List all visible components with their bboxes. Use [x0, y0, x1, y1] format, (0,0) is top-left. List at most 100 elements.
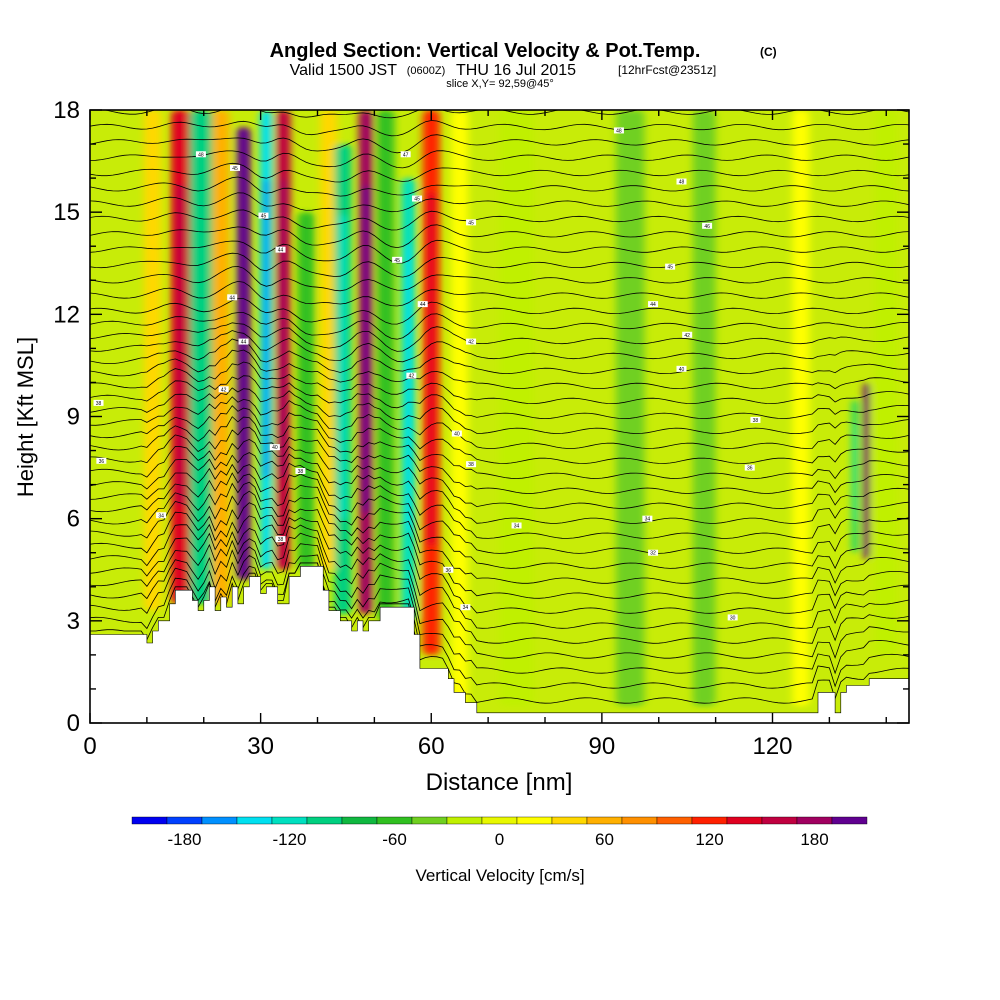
y-tick-label-3: 3: [67, 608, 80, 635]
isentrope-line-22: [90, 338, 909, 375]
theta-label-bg-10: [156, 512, 167, 519]
theta-label-bg-29: [682, 331, 693, 338]
isentrope-line-26: [90, 298, 909, 325]
isentrope-line-23: [90, 330, 909, 363]
velocity-core-20: [865, 409, 868, 525]
theta-label-17: 44: [420, 302, 426, 308]
theta-label-bg-21: [466, 461, 477, 468]
colorbar-swatch-13: [586, 816, 623, 825]
theta-label-bg-6: [218, 386, 229, 393]
subtitle-utc: (0600Z): [407, 65, 446, 77]
theta-label-bg-26: [702, 222, 713, 229]
theta-label-13: 47: [403, 152, 409, 158]
isentrope-line-29: [90, 252, 909, 278]
theta-label-32: 36: [747, 466, 753, 472]
velocity-core-19: [853, 422, 857, 523]
theta-label-bg-17: [417, 301, 428, 308]
isentrope-line-10: [90, 472, 909, 554]
theta-label-4: 44: [229, 295, 235, 301]
theta-label-15: 45: [468, 220, 474, 226]
theta-label-29: 42: [684, 333, 690, 339]
isentrope-line-6: [90, 515, 909, 614]
theta-label-36: 30: [730, 615, 736, 621]
theta-label-bg-27: [665, 263, 676, 270]
velocity-band-3: [212, 110, 230, 604]
colorbar-swatch-14: [621, 816, 658, 825]
colorbar-swatch-11: [516, 816, 553, 825]
theta-label-bg-32: [744, 464, 755, 471]
subtitle-date: THU 16 Jul 2015: [456, 62, 576, 79]
y-tick-label-6: 6: [67, 506, 80, 533]
colorbar-swatch-8: [411, 816, 448, 825]
theta-label-bg-11: [93, 399, 104, 406]
colorbar-tick-0: 0: [495, 830, 504, 849]
theta-label-bg-2: [258, 212, 269, 219]
isentrope-line-12: [90, 452, 909, 524]
velocity-core-1: [176, 184, 186, 506]
velocity-core-5: [263, 178, 270, 478]
isentrope-line-16: [90, 405, 909, 464]
isentrope-line-33: [90, 192, 909, 213]
theta-label-11: 38: [96, 401, 102, 407]
theta-label-22: 36: [446, 568, 452, 574]
theta-label-7: 40: [272, 445, 278, 451]
velocity-core-12: [405, 244, 412, 533]
theta-label-bg-23: [460, 604, 471, 611]
theta-label-bg-1: [230, 164, 241, 171]
isentrope-line-24: [90, 322, 909, 352]
y-tick-label-12: 12: [53, 301, 80, 328]
velocity-core-13: [427, 191, 436, 546]
theta-label-20: 40: [454, 432, 460, 438]
colorbar-swatch-12: [551, 816, 588, 825]
y-tick-label-15: 15: [53, 199, 80, 226]
isentrope-line-30: [90, 239, 909, 264]
subtitle-slice: slice X,Y= 92,59@45°: [446, 78, 554, 90]
isentrope-line-19: [90, 375, 909, 420]
velocity-band-16: [616, 110, 645, 706]
velocity-band-7: [297, 212, 315, 570]
theta-label-33: 34: [645, 517, 651, 523]
colorbar-swatch-15: [656, 816, 693, 825]
colorbar-swatch-17: [726, 816, 763, 825]
isentrope-line-13: [90, 438, 909, 509]
theta-label-21: 38: [468, 462, 474, 468]
isentrope-line-7: [90, 502, 909, 599]
theta-label-bg-9: [275, 536, 286, 543]
theta-label-bg-33: [642, 515, 653, 522]
isentrope-line-32: [90, 209, 909, 231]
isentrope-line-2: [90, 554, 909, 675]
isentrope-line-28: [90, 265, 909, 292]
isentrope-line-37: [90, 134, 909, 154]
theta-label-35: 32: [650, 551, 656, 557]
isentrope-line-25: [90, 312, 909, 340]
colorbar-tick-60: 60: [595, 830, 614, 849]
isentrope-line-35: [90, 162, 909, 183]
theta-label-bg-28: [648, 301, 659, 308]
x-axis: 0 30 60 90 120: [83, 110, 887, 760]
velocity-band-2: [189, 110, 213, 604]
velocity-core-10: [362, 185, 370, 514]
chart-title-unit: (C): [760, 45, 777, 59]
theta-label-5: 44: [241, 340, 247, 346]
colorbar-tick--60: -60: [382, 830, 407, 849]
isentrope-line-21: [90, 349, 909, 390]
theta-label-bg-16: [392, 256, 403, 263]
theta-label-bg-5: [238, 338, 249, 345]
colorbar-tick-120: 120: [695, 830, 723, 849]
theta-label-bg-22: [443, 566, 454, 573]
colorbar-swatch-18: [761, 816, 798, 825]
colorbar: -180 -120 -60 0 60 120 180: [131, 816, 868, 849]
theta-label-12: 36: [99, 459, 105, 465]
theta-label-bg-13: [400, 151, 411, 158]
theta-label-bg-20: [451, 430, 462, 437]
isentrope-line-20: [90, 361, 909, 405]
colorbar-swatch-6: [341, 816, 378, 825]
theta-label-26: 46: [704, 224, 710, 230]
colorbar-swatch-3: [236, 816, 273, 825]
theta-label-31: 38: [753, 418, 759, 424]
theta-label-bg-24: [613, 127, 624, 134]
isentrope-line-36: [90, 150, 909, 169]
isentrope-line-3: [90, 543, 909, 659]
